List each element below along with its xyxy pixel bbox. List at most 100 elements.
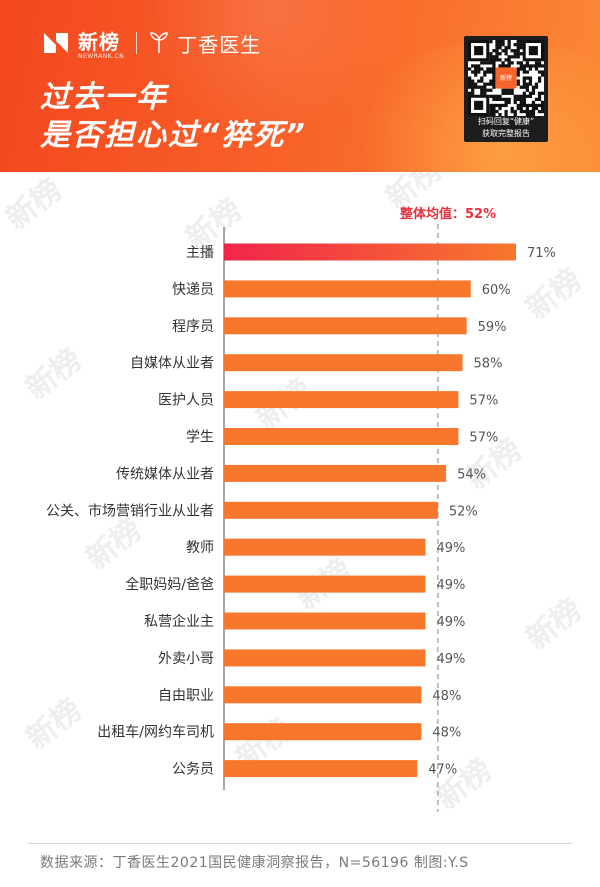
brand-name: 新榜 bbox=[78, 30, 120, 54]
value-label: 49% bbox=[437, 541, 466, 556]
qr-module bbox=[510, 88, 514, 92]
qr-module bbox=[507, 88, 511, 92]
qr-module bbox=[537, 109, 542, 114]
category-label: 自媒体从业者 bbox=[130, 356, 214, 372]
qr-module bbox=[516, 79, 520, 83]
qr-module bbox=[519, 106, 523, 111]
qr-module bbox=[492, 61, 496, 65]
qr-module bbox=[516, 55, 520, 59]
qr-module bbox=[531, 106, 536, 111]
qr-module bbox=[519, 97, 523, 101]
qr-module bbox=[513, 94, 517, 98]
qr-module bbox=[510, 91, 514, 95]
bar bbox=[224, 243, 516, 261]
qr-module bbox=[516, 70, 520, 74]
qr-module bbox=[531, 91, 536, 95]
qr-module bbox=[534, 103, 539, 108]
qr-module bbox=[522, 94, 526, 98]
qr-module bbox=[498, 40, 502, 44]
qr-module bbox=[507, 64, 511, 68]
qr-module bbox=[495, 43, 499, 47]
qr-module bbox=[483, 82, 487, 86]
qr-module bbox=[516, 103, 520, 108]
qr-module bbox=[504, 49, 508, 53]
qr-module bbox=[516, 52, 520, 56]
bar bbox=[224, 501, 438, 519]
qr-module bbox=[489, 106, 493, 111]
qr-module bbox=[483, 85, 487, 89]
qr-module bbox=[501, 40, 505, 44]
qr-module bbox=[474, 67, 478, 71]
qr-module bbox=[540, 109, 544, 114]
qr-module bbox=[525, 94, 529, 98]
bar bbox=[224, 538, 426, 556]
category-label: 出租车/网约车司机 bbox=[97, 724, 214, 741]
qr-module bbox=[537, 61, 542, 65]
value-label: 60% bbox=[482, 283, 511, 298]
bar bbox=[224, 280, 471, 298]
qr-module bbox=[540, 100, 544, 105]
qr-module bbox=[471, 64, 475, 68]
qr-module bbox=[522, 103, 526, 108]
qr-code-icon[interactable]: 新榜 bbox=[468, 40, 544, 116]
qr-module bbox=[489, 94, 493, 98]
qr-module bbox=[507, 40, 511, 44]
qr-module bbox=[492, 94, 496, 98]
qr-module bbox=[540, 70, 544, 74]
value-label: 57% bbox=[469, 431, 498, 446]
qr-module bbox=[522, 79, 526, 83]
qr-module bbox=[489, 82, 493, 86]
qr-module bbox=[492, 106, 496, 111]
qr-module bbox=[486, 67, 490, 71]
qr-module bbox=[537, 103, 542, 108]
qr-module bbox=[531, 64, 536, 68]
qr-module bbox=[480, 91, 484, 95]
qr-module bbox=[516, 40, 520, 44]
qr-module bbox=[519, 61, 523, 65]
category-label: 外卖小哥 bbox=[158, 651, 214, 667]
qr-module bbox=[501, 88, 505, 92]
qr-module bbox=[540, 103, 544, 108]
qr-module bbox=[507, 43, 511, 47]
qr-module bbox=[474, 85, 478, 89]
qr-module bbox=[495, 40, 499, 44]
qr-module bbox=[519, 43, 523, 47]
qr-module bbox=[504, 46, 508, 50]
qr-module bbox=[474, 70, 478, 74]
qr-module bbox=[531, 100, 536, 105]
qr-module bbox=[513, 55, 517, 59]
qr-module bbox=[531, 88, 536, 92]
qr-module bbox=[498, 46, 502, 50]
category-label: 学生 bbox=[186, 430, 214, 446]
qr-module bbox=[513, 97, 517, 101]
qr-module bbox=[480, 76, 484, 80]
value-label: 49% bbox=[437, 578, 466, 593]
qr-code-card[interactable]: 新榜 扫码回复“健康” 获取完整报告 bbox=[464, 36, 548, 142]
qr-module bbox=[519, 103, 523, 108]
qr-module bbox=[531, 85, 536, 89]
brand-row: 新榜 NEWRANK.CN 丁香医生 bbox=[42, 26, 261, 60]
qr-module bbox=[504, 58, 508, 62]
qr-module bbox=[534, 106, 539, 111]
qr-module bbox=[522, 100, 526, 105]
qr-module bbox=[522, 82, 526, 86]
qr-module bbox=[519, 52, 523, 56]
category-label: 私营企业主 bbox=[144, 613, 214, 630]
qr-module bbox=[489, 79, 493, 83]
qr-module bbox=[489, 112, 493, 116]
bar bbox=[224, 391, 459, 409]
qr-module bbox=[489, 109, 493, 114]
qr-module bbox=[498, 64, 502, 68]
qr-module bbox=[492, 73, 496, 77]
qr-module bbox=[495, 103, 499, 108]
qr-module bbox=[507, 55, 511, 59]
qr-module bbox=[471, 79, 475, 83]
qr-module bbox=[537, 97, 542, 101]
qr-module bbox=[504, 97, 508, 101]
qr-module bbox=[522, 67, 526, 71]
qr-module bbox=[531, 109, 536, 114]
category-label: 公务员 bbox=[172, 762, 214, 778]
qr-module bbox=[513, 100, 517, 105]
qr-module bbox=[498, 58, 502, 62]
qr-module bbox=[471, 85, 475, 89]
